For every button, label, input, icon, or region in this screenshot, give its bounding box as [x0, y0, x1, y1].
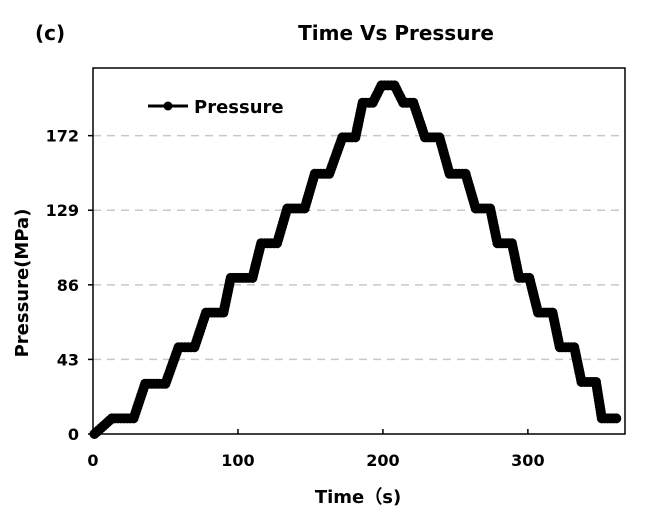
y-tick-label: 86 [57, 276, 79, 295]
legend-marker [163, 101, 173, 111]
data-point [611, 413, 622, 424]
y-tick-label: 172 [46, 127, 79, 146]
y-axis-label: Pressure(MPa) [12, 209, 33, 358]
x-axis-label: Time（s) [315, 487, 401, 508]
legend: Pressure [148, 97, 284, 118]
x-tick-label: 100 [221, 451, 254, 470]
y-tick-label: 129 [46, 201, 79, 220]
gridlines [93, 134, 625, 361]
x-tick-label: 300 [511, 451, 544, 470]
y-axis: 0 43 86 129 172 [46, 127, 93, 444]
x-tick-label: 0 [87, 451, 98, 470]
chart-title: Time Vs Pressure [298, 21, 494, 45]
legend-label: Pressure [194, 97, 284, 118]
y-tick-label: 0 [68, 425, 79, 444]
x-tick-label: 200 [366, 451, 399, 470]
panel-label: (c) [35, 21, 65, 45]
x-axis: 0 100 200 300 [87, 429, 545, 470]
series-pressure [89, 80, 622, 439]
y-tick-label: 43 [57, 350, 79, 369]
plot-area-frame [92, 67, 626, 435]
